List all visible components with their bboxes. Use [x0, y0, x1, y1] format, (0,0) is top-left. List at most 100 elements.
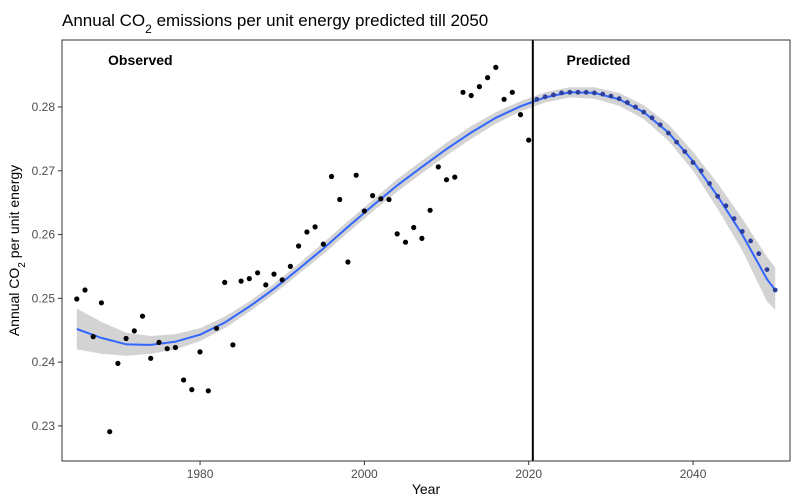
observed-point — [189, 387, 195, 393]
observed-point — [353, 172, 359, 178]
predicted-point — [649, 115, 655, 121]
annotation-observed: Observed — [108, 52, 173, 68]
observed-point — [468, 92, 474, 99]
observed-point — [304, 229, 310, 235]
observed-point — [263, 282, 269, 288]
observed-point — [230, 342, 236, 348]
observed-point — [493, 64, 499, 70]
observed-point — [279, 277, 285, 283]
predicted-point — [748, 238, 753, 244]
predicted-point — [674, 139, 679, 145]
predicted-point — [616, 96, 622, 102]
predicted-point — [641, 109, 647, 115]
y-axis-title: Annual CO2 per unit energy — [6, 165, 28, 336]
observed-point — [131, 328, 137, 334]
observed-point — [361, 208, 367, 214]
predicted-point — [698, 168, 704, 174]
predicted-point — [731, 216, 737, 222]
y-axis: 0.23 0.24 0.25 0.26 0.27 0.28 — [32, 100, 62, 433]
predicted-point — [608, 93, 614, 99]
x-axis: 1980 2000 2020 2040 — [187, 461, 707, 481]
observed-point — [82, 287, 88, 293]
predicted-point — [690, 160, 696, 165]
observed-point — [123, 335, 129, 342]
observed-point — [222, 279, 228, 285]
observed-point — [139, 313, 146, 319]
observed-point — [394, 231, 400, 237]
observed-point — [419, 235, 425, 241]
fit-line — [76, 91, 776, 346]
observed-point — [287, 263, 293, 269]
y-tick-label: 0.26 — [32, 228, 56, 242]
observed-point — [443, 177, 450, 183]
plot-area: Observed Predicted — [74, 40, 778, 461]
predicted-point — [772, 287, 778, 293]
predicted-point — [682, 149, 688, 155]
observed-point — [452, 174, 458, 180]
observed-point — [164, 346, 170, 352]
observed-point — [460, 89, 466, 95]
y-tick-label: 0.27 — [32, 164, 56, 178]
observed-point — [476, 84, 482, 90]
observed-point — [312, 224, 318, 230]
predicted-point — [575, 89, 581, 95]
y-tick-label: 0.28 — [32, 100, 56, 114]
x-tick-label: 2020 — [515, 467, 542, 481]
observed-point — [378, 196, 384, 202]
x-tick-label: 2040 — [680, 467, 707, 481]
observed-point — [271, 271, 277, 277]
observed-point — [213, 325, 220, 331]
predicted-point — [707, 181, 712, 186]
predicted-point — [534, 96, 540, 102]
predicted-point — [559, 90, 564, 96]
predicted-point — [756, 251, 762, 257]
observed-point — [246, 276, 252, 282]
observed-point — [328, 173, 335, 180]
annotation-predicted: Predicted — [567, 52, 631, 68]
observed-point — [435, 164, 441, 170]
predicted-point — [723, 203, 729, 209]
predicted-point — [715, 193, 721, 199]
observed-point — [148, 355, 154, 361]
observed-point — [501, 96, 507, 102]
chart-title: Annual CO2 emissions per unit energy pre… — [62, 11, 488, 36]
predicted-point — [551, 92, 556, 98]
y-tick-label: 0.25 — [32, 291, 56, 305]
observed-point — [485, 75, 491, 81]
predicted-point — [657, 122, 663, 128]
observed-point — [255, 270, 261, 276]
observed-point — [386, 196, 392, 203]
observed-point — [370, 193, 376, 199]
observed-point — [156, 339, 162, 345]
predicted-point — [567, 89, 573, 95]
observed-point — [402, 239, 409, 245]
observed-point — [205, 388, 211, 394]
x-tick-label: 1980 — [187, 467, 214, 481]
observed-point — [74, 296, 80, 302]
confidence-ribbon — [76, 87, 776, 356]
predicted-point — [633, 104, 638, 110]
observed-point — [296, 243, 302, 249]
y-tick-label: 0.23 — [32, 419, 56, 433]
x-axis-title: Year — [412, 481, 441, 497]
predicted-point — [600, 91, 606, 97]
predicted-point — [624, 100, 630, 105]
predicted-point — [764, 267, 770, 272]
observed-point — [90, 334, 96, 340]
observed-point — [411, 224, 417, 231]
plot-frame — [61, 39, 791, 462]
observed-point — [427, 207, 433, 213]
observed-point — [337, 196, 343, 203]
observed-point — [98, 300, 104, 306]
y-tick-label: 0.24 — [32, 355, 56, 369]
observed-point — [526, 137, 532, 143]
x-tick-label: 2000 — [351, 467, 378, 481]
observed-point — [107, 429, 113, 435]
observed-point — [320, 241, 326, 247]
predicted-point — [542, 94, 548, 100]
observed-point — [115, 360, 121, 366]
observed-point — [181, 377, 187, 383]
observed-point — [197, 349, 203, 355]
observed-point — [172, 344, 178, 351]
